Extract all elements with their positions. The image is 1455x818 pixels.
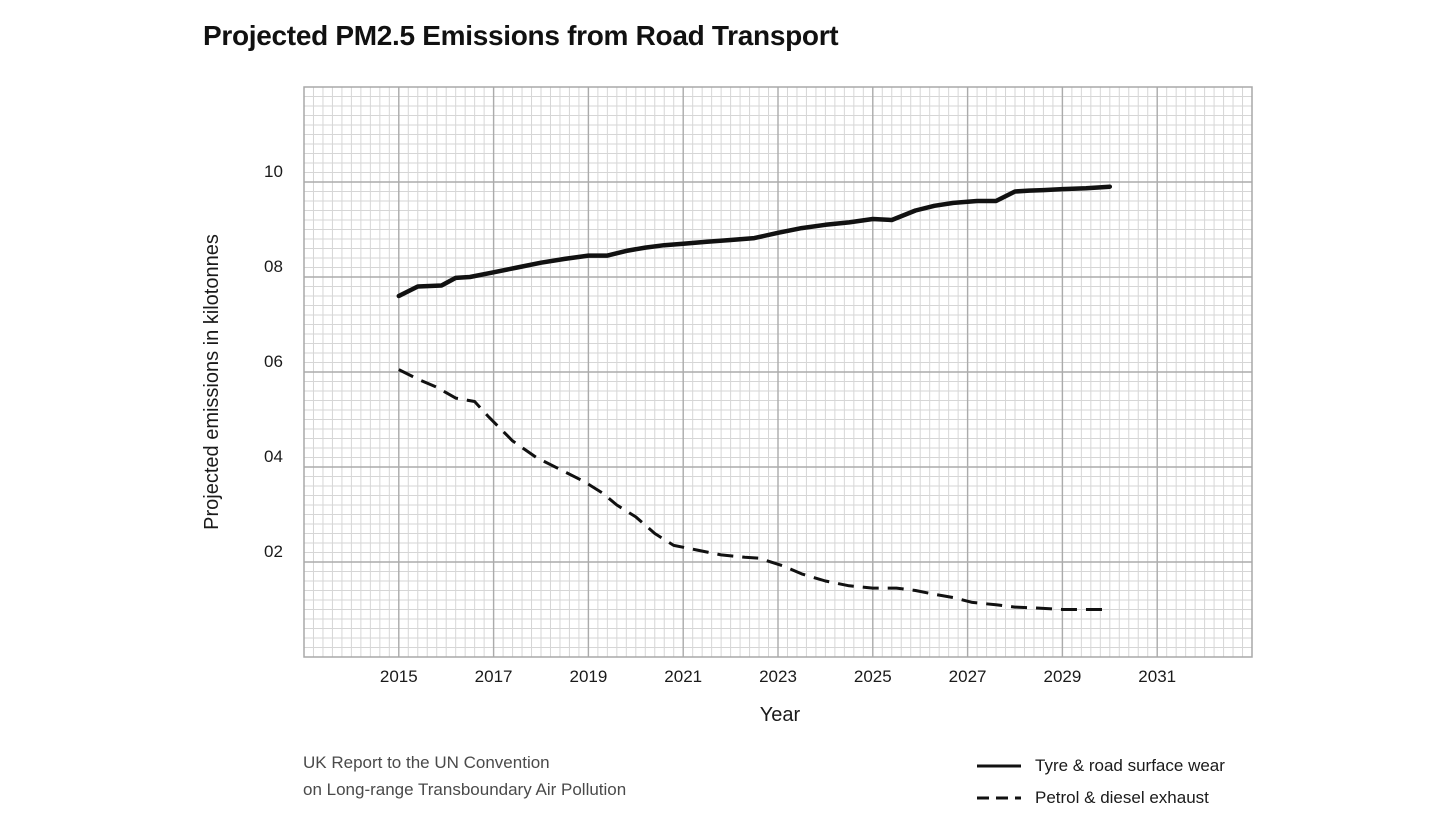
legend-label-tyre-road-wear: Tyre & road surface wear — [1035, 756, 1225, 775]
x-axis-ticks: 2015 2017 2019 2021 2023 2025 2027 2029 2031 — [380, 667, 1176, 686]
y-tick-label: 02 — [264, 542, 283, 561]
y-axis-ticks: 02 04 06 08 10 — [264, 162, 283, 561]
y-tick-label: 06 — [264, 352, 283, 371]
legend-item-petrol-diesel-exhaust: Petrol & diesel exhaust — [977, 786, 1209, 810]
x-tick-label: 2019 — [569, 667, 607, 686]
x-tick-label: 2025 — [854, 667, 892, 686]
source-note-line-2: on Long-range Transboundary Air Pollutio… — [303, 780, 627, 799]
series-layer — [396, 184, 1113, 611]
x-tick-label: 2023 — [759, 667, 797, 686]
chart-title: Projected PM2.5 Emissions from Road Tran… — [203, 20, 839, 51]
major-grid — [304, 87, 1252, 657]
x-tick-label: 2017 — [475, 667, 513, 686]
y-tick-label: 08 — [264, 257, 283, 276]
x-axis-title: Year — [760, 704, 801, 726]
x-tick-label: 2021 — [664, 667, 702, 686]
x-tick-label: 2015 — [380, 667, 418, 686]
legend-solid-line-swatch — [977, 764, 1021, 768]
y-tick-label: 10 — [264, 162, 283, 181]
legend-dashed-line-swatch — [977, 796, 1021, 800]
series-line-tyre-road-wear — [396, 184, 1113, 299]
legend-label-petrol-diesel-exhaust: Petrol & diesel exhaust — [1035, 788, 1209, 807]
x-tick-label: 2027 — [949, 667, 987, 686]
x-tick-label: 2031 — [1138, 667, 1176, 686]
plot-frame — [303, 86, 1253, 658]
legend-item-tyre-road-wear: Tyre & road surface wear — [977, 754, 1225, 778]
y-tick-label: 04 — [264, 447, 283, 466]
source-note-line-1: UK Report to the UN Convention — [303, 753, 550, 772]
y-axis-title: Projected emissions in kilotonnes — [201, 234, 223, 530]
x-tick-label: 2029 — [1043, 667, 1081, 686]
series-line-petrol-diesel-exhaust — [398, 368, 1110, 611]
